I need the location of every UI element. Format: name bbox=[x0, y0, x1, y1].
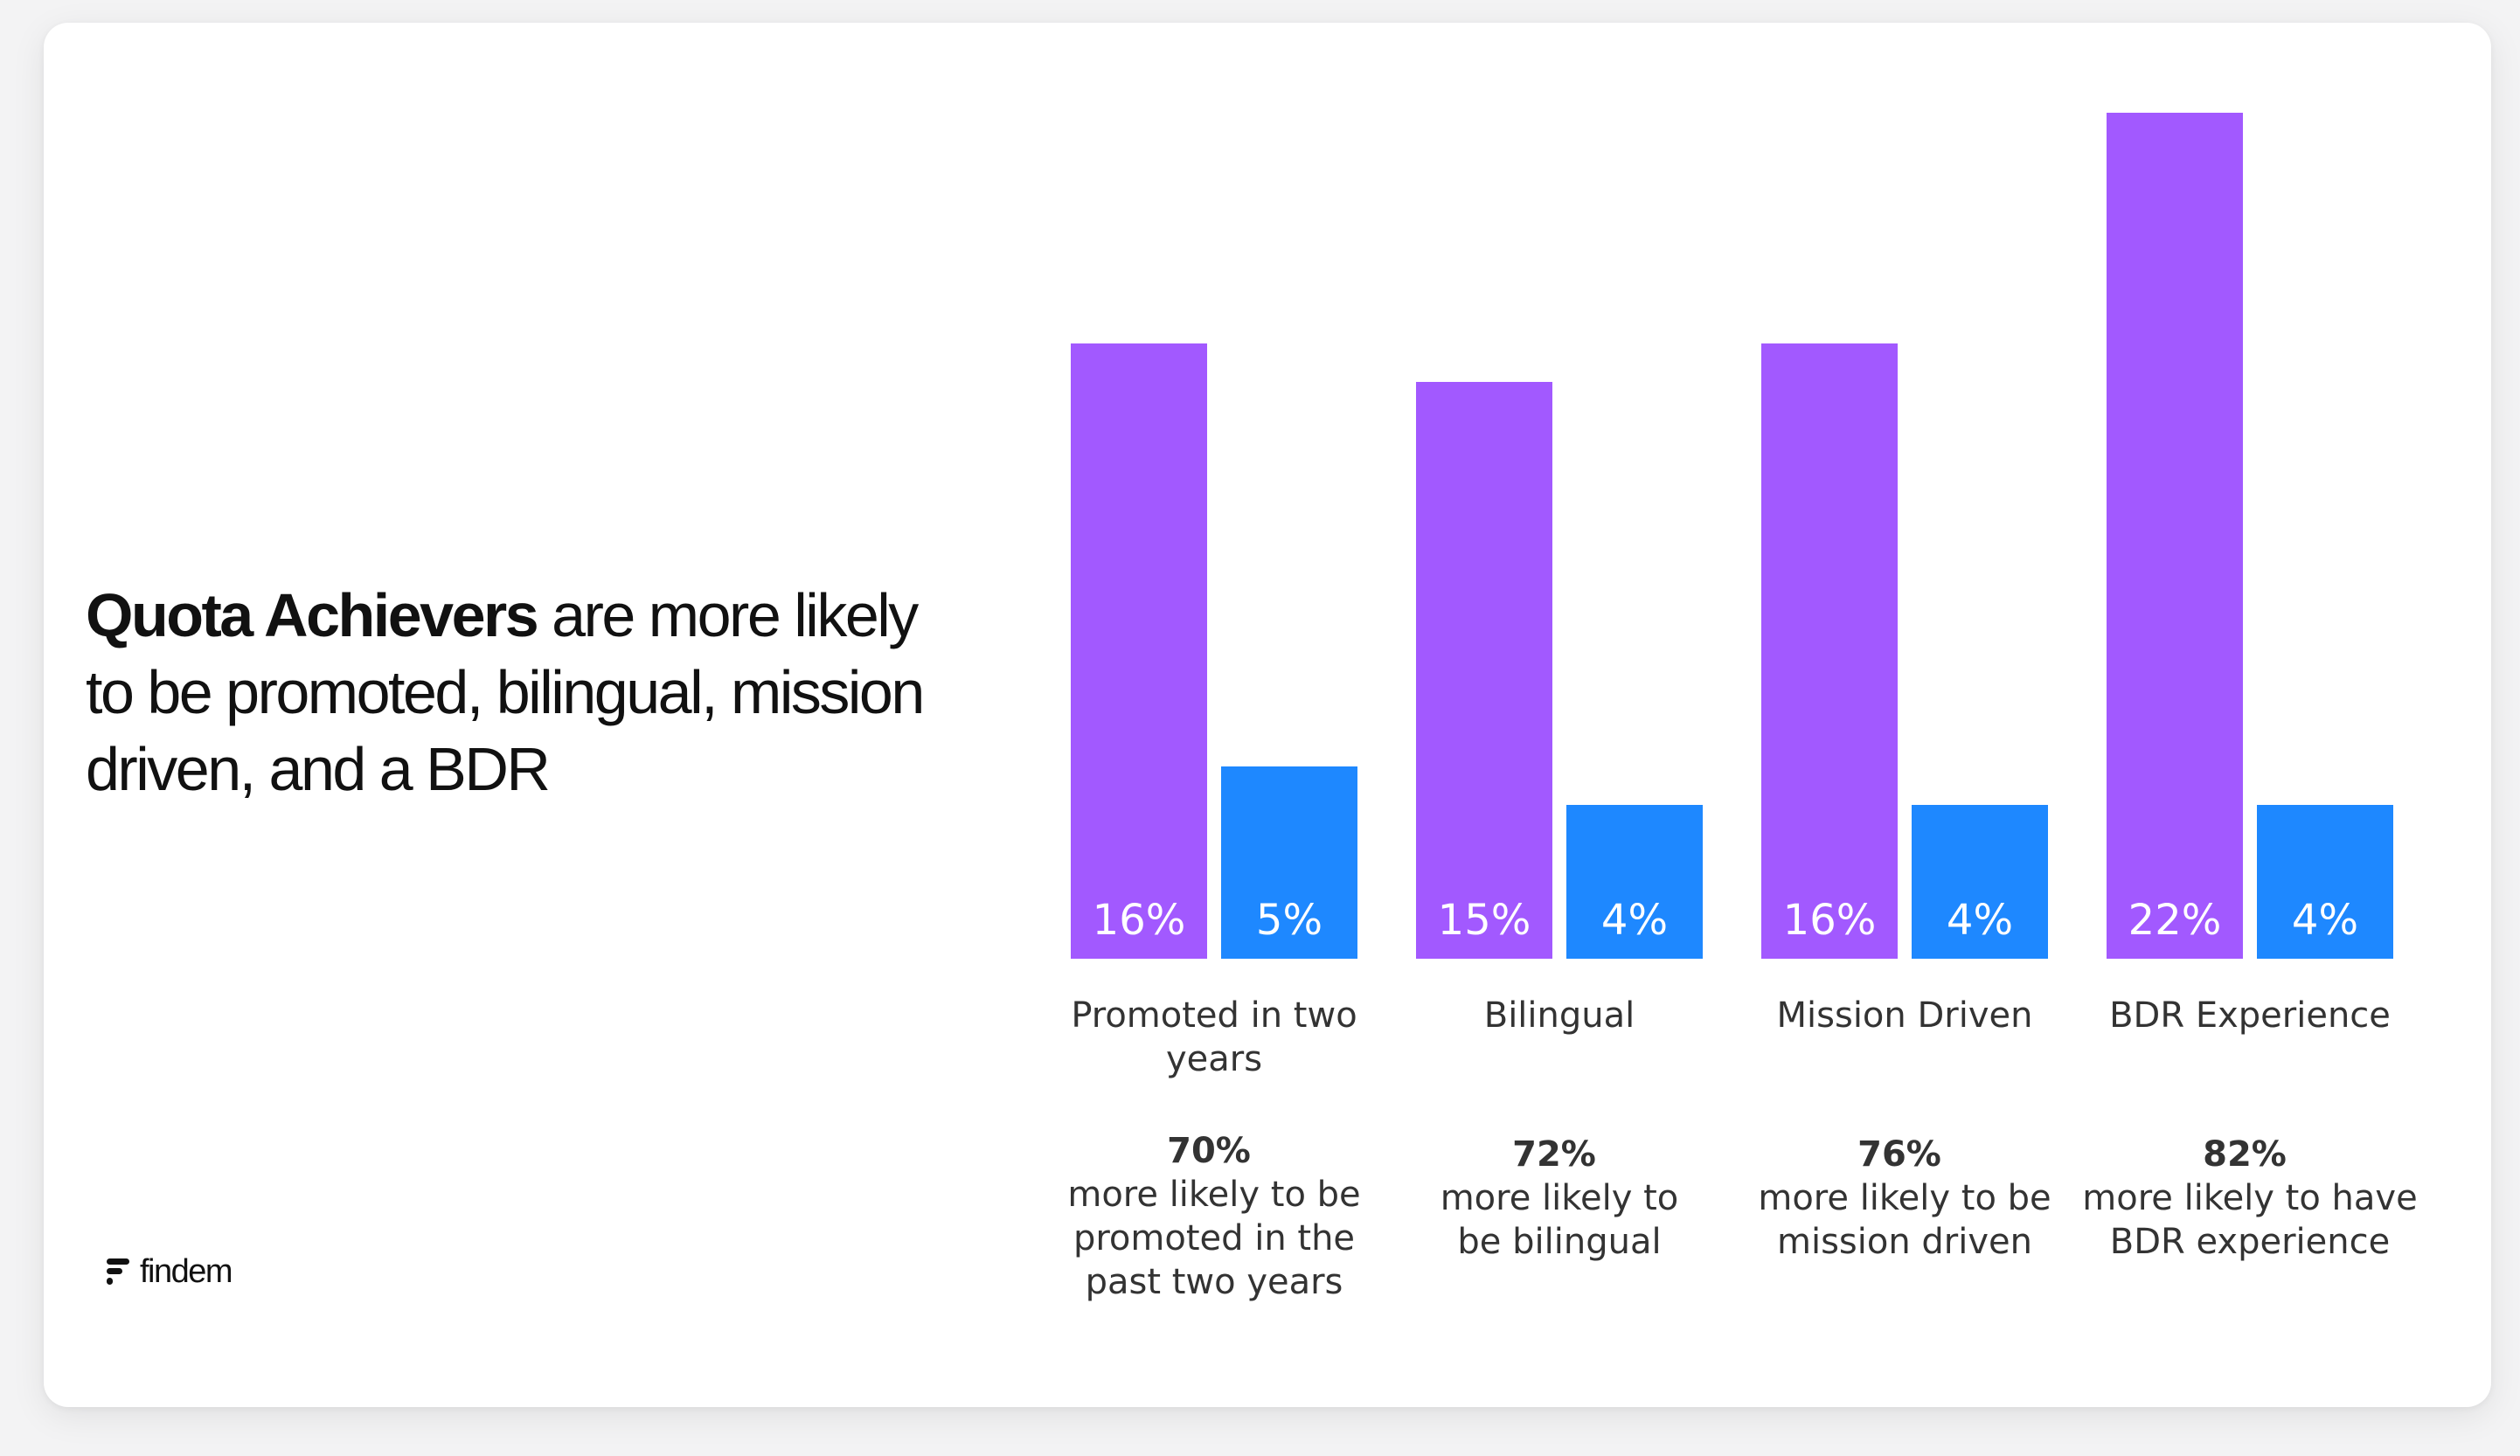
bar-achievers-1 bbox=[1416, 382, 1552, 959]
annotation-text: BDR experience bbox=[2110, 1222, 2390, 1262]
bar-value-label: 16% bbox=[1093, 896, 1186, 945]
annotation-percent: 70% bbox=[1167, 1131, 1251, 1171]
annotation-text: promoted in the bbox=[1073, 1218, 1355, 1258]
annotation-text: more likely to be bbox=[1758, 1178, 2051, 1218]
headline-rest: are more likely to be promoted, bilingua… bbox=[86, 581, 925, 803]
headline-bold: Quota Achievers bbox=[86, 581, 539, 649]
category-label: Mission Driven bbox=[1777, 995, 2033, 1036]
logo-text: findem bbox=[140, 1252, 233, 1290]
category-label: Bilingual bbox=[1484, 995, 1635, 1036]
bar-achievers-3 bbox=[2107, 113, 2243, 959]
bar-achievers-2 bbox=[1761, 343, 1898, 959]
bar-others-1 bbox=[1566, 805, 1703, 959]
card bbox=[44, 23, 2491, 1407]
category-label: years bbox=[1166, 1039, 1262, 1079]
findem-logo: findem bbox=[105, 1250, 233, 1293]
findem-logo-icon bbox=[107, 1258, 129, 1285]
bar-value-label: 4% bbox=[1947, 896, 2013, 945]
bar-value-label: 5% bbox=[1256, 896, 1322, 945]
annotation-text: be bilingual bbox=[1457, 1222, 1661, 1262]
bar-others-2 bbox=[1912, 805, 2048, 959]
bar-others-0 bbox=[1221, 766, 1357, 959]
annotation-percent: 76% bbox=[1857, 1134, 1941, 1175]
annotation-text: mission driven bbox=[1777, 1222, 2032, 1262]
annotation-text: more likely to bbox=[1440, 1178, 1679, 1218]
annotation-text: more likely to be bbox=[1067, 1175, 1360, 1215]
bar-value-label: 22% bbox=[2128, 896, 2222, 945]
annotation-percent: 82% bbox=[2203, 1134, 2287, 1175]
bar-value-label: 15% bbox=[1438, 896, 1531, 945]
bar-value-label: 4% bbox=[1601, 896, 1668, 945]
annotation-text: past two years bbox=[1086, 1262, 1343, 1302]
annotation-percent: 72% bbox=[1512, 1134, 1596, 1175]
bar-achievers-0 bbox=[1071, 343, 1207, 959]
bar-value-label: 16% bbox=[1783, 896, 1877, 945]
bar-others-3 bbox=[2257, 805, 2393, 959]
bar-value-label: 4% bbox=[2292, 896, 2358, 945]
category-label: Promoted in two bbox=[1071, 995, 1357, 1036]
category-label: BDR Experience bbox=[2109, 995, 2391, 1036]
annotation-text: more likely to have bbox=[2082, 1178, 2417, 1218]
headline: Quota Achievers are more likely to be pr… bbox=[86, 577, 960, 808]
